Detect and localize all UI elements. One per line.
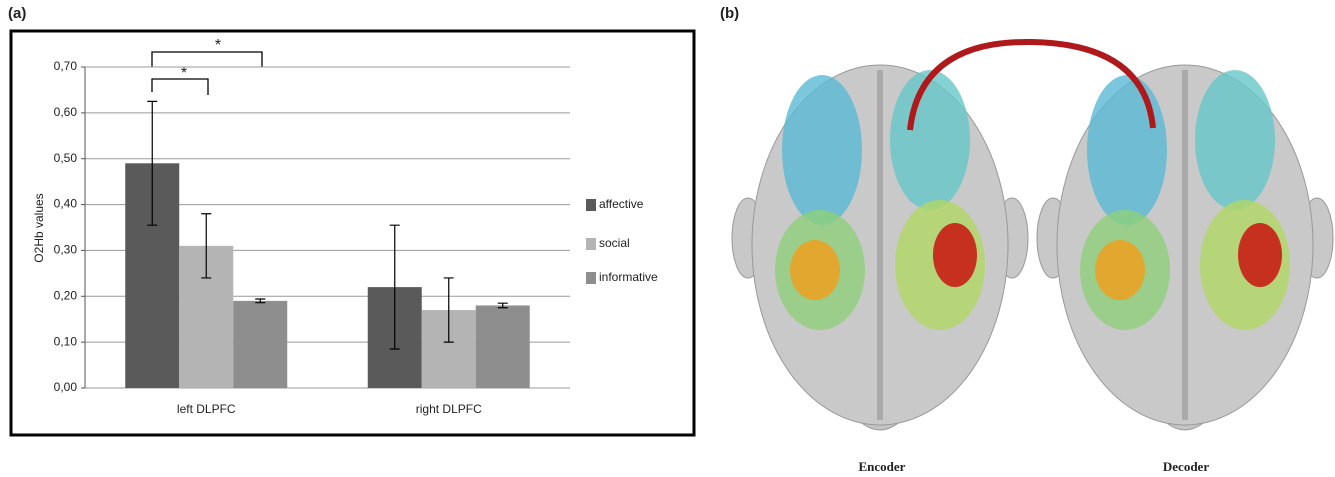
legend-swatch	[586, 199, 596, 211]
x-tick-label: left DLPFC	[177, 402, 236, 416]
y-axis-label: O2Hb values	[32, 193, 46, 262]
image-label: Decoder	[1163, 459, 1209, 474]
y-tick-label: 0,30	[54, 243, 78, 257]
panel-label: (a)	[8, 5, 26, 22]
y-tick-label: 0,10	[54, 334, 78, 348]
legend-label: informative	[599, 270, 658, 284]
y-tick-label: 0,50	[54, 151, 78, 165]
brain-illustration	[732, 42, 1333, 430]
legend-label: affective	[599, 197, 644, 211]
y-tick-label: 0,00	[54, 380, 78, 394]
annotation: *	[181, 65, 187, 82]
significance-bracket	[152, 52, 262, 67]
bar	[476, 305, 530, 388]
legend-swatch	[586, 272, 596, 284]
y-tick-label: 0,70	[54, 59, 78, 73]
annotation: *	[215, 37, 221, 54]
x-tick-label: right DLPFC	[416, 402, 482, 416]
y-tick-label: 0,60	[54, 105, 78, 119]
figure: (a) (b) O2Hb values * * Encoder Decoder …	[0, 0, 1335, 477]
chart-frame	[11, 31, 694, 435]
y-tick-label: 0,40	[54, 197, 78, 211]
y-tick-label: 0,20	[54, 288, 78, 302]
image-label: Encoder	[859, 459, 906, 474]
legend-swatch	[586, 238, 596, 250]
panel-label: (b)	[720, 5, 739, 22]
legend-label: social	[599, 236, 630, 250]
bar	[233, 301, 287, 388]
